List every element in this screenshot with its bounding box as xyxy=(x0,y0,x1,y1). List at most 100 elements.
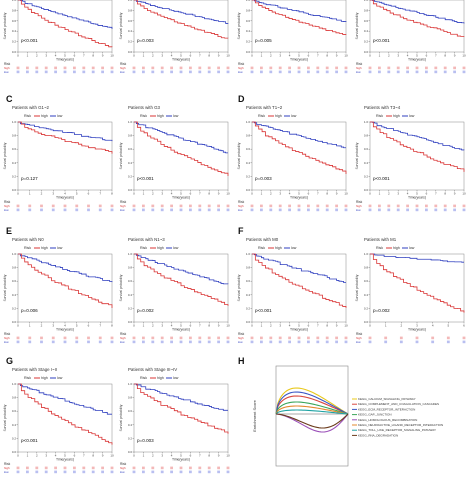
risk-count-mark xyxy=(101,466,104,470)
x-tick-label: 5 xyxy=(76,192,78,196)
p-value-label: p<0.001 xyxy=(137,176,154,181)
x-tick-label: 5 xyxy=(180,454,182,458)
x-tick-label: 6 xyxy=(88,192,90,196)
risk-count-mark xyxy=(462,340,466,344)
plot-frame xyxy=(251,0,347,53)
x-tick-label: 7 xyxy=(199,192,201,196)
x-axis-label: Time(years) xyxy=(56,196,74,200)
km-curve-low xyxy=(252,121,346,149)
y-tick-label: 0.0 xyxy=(128,450,133,454)
risk-count-mark xyxy=(28,208,32,212)
x-tick-label: 4 xyxy=(289,54,291,58)
gsea-legend-label: KEGG_ECM_RECEPTOR_INTERACTION xyxy=(358,407,415,411)
risk-row-label: low xyxy=(4,470,9,474)
y-tick-label: 0.2 xyxy=(12,306,17,310)
risk-count-mark xyxy=(378,66,381,70)
y-tick-label: 1.0 xyxy=(246,120,251,124)
risk-row-label: high xyxy=(238,336,244,340)
risk-count-mark xyxy=(387,208,391,212)
x-tick-label: 0 xyxy=(369,324,371,328)
x-tick-label: 5 xyxy=(416,192,418,196)
x-tick-label: 2 xyxy=(36,54,38,58)
km-curve-low xyxy=(370,0,465,24)
risk-count-mark xyxy=(446,336,450,340)
gsea-legend-label: KEGG_COMPLEMENT_AND_COAGULATION_CASCADES xyxy=(358,402,439,406)
p-value-label: p<0.001 xyxy=(255,308,272,313)
y-tick-label: 0.4 xyxy=(364,293,369,297)
km-curve-low xyxy=(370,121,465,151)
km-curve-high xyxy=(370,0,465,37)
legend-title: Risk xyxy=(140,114,147,118)
x-tick-label: 3 xyxy=(416,324,418,328)
risk-count-mark xyxy=(307,336,310,340)
risk-count-mark xyxy=(142,70,145,74)
y-tick-label: 0.2 xyxy=(364,174,369,178)
p-value-label: p=0.003 xyxy=(137,38,154,43)
risk-count-mark xyxy=(91,470,95,474)
legend-high-label: high xyxy=(157,376,164,380)
risk-count-mark xyxy=(217,336,220,340)
risk-count-mark xyxy=(335,340,338,344)
legend-title: Risk xyxy=(24,246,31,250)
panel-label-c: C xyxy=(6,94,13,104)
x-tick-label: 0 xyxy=(251,54,253,58)
y-axis-label: Survival probability xyxy=(355,274,359,301)
risk-row-label: high xyxy=(238,66,244,70)
km-curve-high xyxy=(18,0,113,48)
x-tick-label: 1 xyxy=(27,454,29,458)
x-tick-label: 9 xyxy=(218,324,220,328)
risk-count-mark xyxy=(170,466,173,470)
risk-count-mark xyxy=(217,204,220,208)
risk-count-mark xyxy=(63,466,67,470)
risk-count-mark xyxy=(170,470,173,474)
risk-count-mark xyxy=(110,466,114,470)
risk-table-title: Risk xyxy=(356,332,363,336)
x-tick-label: 1 xyxy=(29,324,31,328)
risk-table-title: Risk xyxy=(238,200,245,204)
risk-table-title: Risk xyxy=(4,462,11,466)
x-tick-label: 10 xyxy=(462,54,466,58)
x-tick-label: 6 xyxy=(88,324,90,328)
risk-count-mark xyxy=(170,208,173,212)
legend-low-label: low xyxy=(57,114,63,118)
y-tick-label: 0.4 xyxy=(364,29,369,33)
risk-count-mark xyxy=(189,208,192,212)
risk-row-label: high xyxy=(4,204,10,208)
y-tick-label: 0.0 xyxy=(364,188,369,192)
y-tick-label: 0.4 xyxy=(12,161,17,165)
risk-count-mark xyxy=(406,204,409,208)
risk-count-mark xyxy=(335,336,338,340)
risk-count-mark xyxy=(63,340,67,344)
x-tick-label: 7 xyxy=(199,324,201,328)
risk-count-mark xyxy=(54,66,57,70)
km-legend: Risk high low xyxy=(24,246,63,250)
risk-count-mark xyxy=(453,208,456,212)
x-tick-label: 0 xyxy=(17,324,19,328)
p-value-label: p=0.005 xyxy=(255,38,272,43)
risk-count-mark xyxy=(434,70,438,74)
x-tick-label: 0 xyxy=(133,324,135,328)
x-tick-label: 10 xyxy=(110,454,114,458)
risk-row-label: high xyxy=(120,66,126,70)
x-tick-label: 3 xyxy=(52,192,54,196)
x-tick-label: 9 xyxy=(336,192,338,196)
gsea-legend-label: KEGG_NEUROACTIVE_LIGAND_RECEPTOR_INTERAC… xyxy=(358,423,443,427)
x-tick-label: 8 xyxy=(208,324,210,328)
x-tick-label: 5 xyxy=(180,324,182,328)
risk-count-mark xyxy=(443,70,447,74)
x-tick-label: 8 xyxy=(111,324,113,328)
x-tick-label: 10 xyxy=(226,54,230,58)
risk-count-mark xyxy=(335,208,338,212)
x-tick-label: 10 xyxy=(226,454,230,458)
risk-row-label: low xyxy=(238,208,243,212)
risk-count-mark xyxy=(151,70,155,74)
risk-count-mark xyxy=(278,208,282,212)
risk-count-mark xyxy=(288,340,291,344)
km-curve-high xyxy=(134,253,229,306)
km-curve-high xyxy=(370,253,465,313)
risk-count-mark xyxy=(35,70,39,74)
risk-row-label: high xyxy=(4,466,10,470)
risk-count-mark xyxy=(325,340,329,344)
